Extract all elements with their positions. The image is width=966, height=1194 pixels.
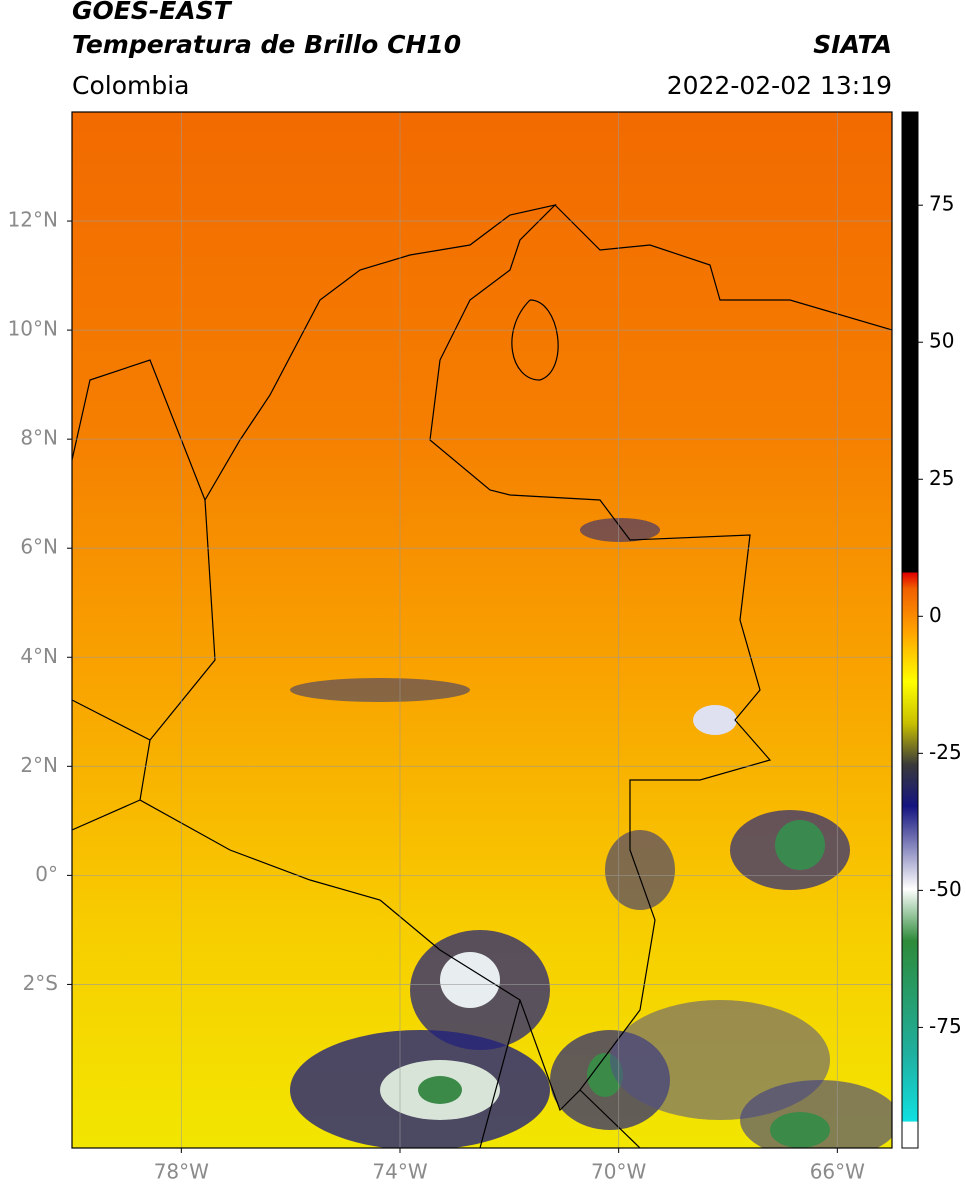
satellite: GOES-EAST [72, 0, 233, 25]
lat-tick-label: 12°N [8, 208, 58, 232]
lon-tick-label: 66°W [810, 1160, 865, 1184]
graticule [72, 112, 892, 1148]
lat-tick-label: 6°N [20, 535, 58, 559]
lon-tick-label: 70°W [591, 1160, 646, 1184]
colorbar-tick-label: -25 [929, 740, 962, 764]
colorbar-tick-label: -50 [929, 877, 962, 901]
lat-tick-label: 10°N [8, 317, 58, 341]
lat-tick-label: 0° [35, 862, 58, 886]
lat-tick-label: 2°S [23, 971, 58, 995]
map-image [72, 112, 892, 1148]
lat-tick-label: 2°N [20, 753, 58, 777]
datetime: 2022-02-02 13:19 [667, 71, 892, 100]
colorbar-tick-label: 75 [929, 192, 954, 216]
map-frame [71, 111, 893, 1149]
colorbar-tick-label: -75 [929, 1014, 962, 1038]
colorbar-tick-label: 25 [929, 466, 954, 490]
colorbar-tick-label: 50 [929, 329, 954, 353]
colorbar [901, 111, 919, 1149]
lat-tick-label: 8°N [20, 426, 58, 450]
product: Temperatura de Brillo CH10 [72, 30, 461, 59]
region: Colombia [72, 71, 189, 100]
lon-tick-label: 78°W [154, 1160, 209, 1184]
lon-tick-label: 74°W [372, 1160, 427, 1184]
lat-tick-label: 4°N [20, 644, 58, 668]
source: SIATA [813, 30, 892, 59]
colorbar-tick-label: 0 [929, 603, 942, 627]
